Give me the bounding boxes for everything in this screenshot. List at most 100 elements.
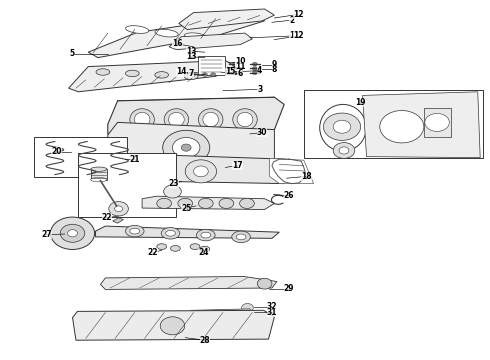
Polygon shape xyxy=(363,92,480,158)
Circle shape xyxy=(252,71,257,75)
Text: 20: 20 xyxy=(51,148,62,156)
Circle shape xyxy=(109,202,128,216)
Text: 8: 8 xyxy=(272,65,277,74)
Bar xyxy=(78,153,176,217)
Circle shape xyxy=(232,62,237,66)
Text: 29: 29 xyxy=(284,284,294,293)
Polygon shape xyxy=(69,60,235,92)
Text: 21: 21 xyxy=(129,154,140,163)
Ellipse shape xyxy=(157,244,167,249)
Text: 11: 11 xyxy=(235,63,245,72)
Circle shape xyxy=(194,166,208,177)
Text: 6: 6 xyxy=(238,69,243,78)
Text: 17: 17 xyxy=(232,161,243,170)
Circle shape xyxy=(185,160,217,183)
Circle shape xyxy=(160,317,185,335)
Ellipse shape xyxy=(91,177,107,182)
Ellipse shape xyxy=(169,112,184,127)
Circle shape xyxy=(339,147,349,154)
Ellipse shape xyxy=(184,73,198,80)
Text: 12: 12 xyxy=(293,31,303,40)
Ellipse shape xyxy=(96,69,110,75)
Circle shape xyxy=(232,71,237,75)
Polygon shape xyxy=(270,158,314,184)
Text: 3: 3 xyxy=(257,85,262,94)
Ellipse shape xyxy=(164,109,189,130)
Text: 22: 22 xyxy=(147,248,158,257)
Circle shape xyxy=(232,67,237,70)
Text: 30: 30 xyxy=(257,128,268,137)
Ellipse shape xyxy=(232,231,250,243)
Ellipse shape xyxy=(166,230,175,236)
Ellipse shape xyxy=(240,198,254,208)
Polygon shape xyxy=(108,122,274,164)
Circle shape xyxy=(242,303,253,312)
Ellipse shape xyxy=(91,167,107,171)
Ellipse shape xyxy=(171,246,180,251)
Circle shape xyxy=(252,62,257,66)
Polygon shape xyxy=(179,9,274,30)
Polygon shape xyxy=(91,169,107,180)
Text: 7: 7 xyxy=(189,69,194,78)
Polygon shape xyxy=(100,276,277,289)
Polygon shape xyxy=(424,108,451,137)
Text: 1: 1 xyxy=(289,31,294,40)
Circle shape xyxy=(333,120,351,133)
Circle shape xyxy=(164,185,181,198)
Ellipse shape xyxy=(157,198,172,208)
Text: 23: 23 xyxy=(169,179,179,188)
Ellipse shape xyxy=(125,225,144,237)
Ellipse shape xyxy=(130,228,140,234)
Ellipse shape xyxy=(125,26,149,33)
Text: 12: 12 xyxy=(293,10,303,19)
Circle shape xyxy=(202,73,207,76)
Circle shape xyxy=(115,206,122,212)
Circle shape xyxy=(323,113,361,140)
Circle shape xyxy=(163,130,210,165)
Polygon shape xyxy=(191,309,251,315)
Ellipse shape xyxy=(200,246,210,252)
Circle shape xyxy=(333,143,355,158)
Ellipse shape xyxy=(125,70,139,77)
Text: 18: 18 xyxy=(301,172,312,181)
Ellipse shape xyxy=(237,112,253,127)
Text: 32: 32 xyxy=(267,302,277,311)
Ellipse shape xyxy=(198,198,213,208)
Circle shape xyxy=(211,73,216,76)
Circle shape xyxy=(425,113,449,131)
Ellipse shape xyxy=(184,33,208,41)
Polygon shape xyxy=(108,97,284,134)
Polygon shape xyxy=(169,33,252,50)
Polygon shape xyxy=(88,15,265,58)
Circle shape xyxy=(60,224,85,242)
Ellipse shape xyxy=(130,109,154,130)
Ellipse shape xyxy=(203,112,219,127)
Ellipse shape xyxy=(236,234,246,240)
Text: 9: 9 xyxy=(272,60,277,69)
Circle shape xyxy=(252,67,257,70)
Ellipse shape xyxy=(178,198,193,208)
Text: 5: 5 xyxy=(70,49,75,58)
Ellipse shape xyxy=(134,112,150,127)
Ellipse shape xyxy=(233,109,257,130)
Ellipse shape xyxy=(190,244,200,249)
Text: 15: 15 xyxy=(225,68,236,77)
Text: 16: 16 xyxy=(172,40,183,49)
Text: 19: 19 xyxy=(355,98,366,107)
Circle shape xyxy=(68,230,77,237)
Text: 2: 2 xyxy=(289,15,294,24)
Polygon shape xyxy=(142,196,274,210)
Ellipse shape xyxy=(214,36,237,44)
Bar xyxy=(198,56,225,75)
Text: 10: 10 xyxy=(235,57,245,66)
Circle shape xyxy=(172,138,200,158)
Text: 31: 31 xyxy=(267,308,277,317)
Polygon shape xyxy=(96,226,279,238)
Bar xyxy=(304,90,483,158)
Ellipse shape xyxy=(198,109,223,130)
Text: 22: 22 xyxy=(101,213,112,222)
Ellipse shape xyxy=(201,232,211,238)
Circle shape xyxy=(380,111,424,143)
Text: 24: 24 xyxy=(198,248,209,257)
Text: 26: 26 xyxy=(284,192,294,200)
